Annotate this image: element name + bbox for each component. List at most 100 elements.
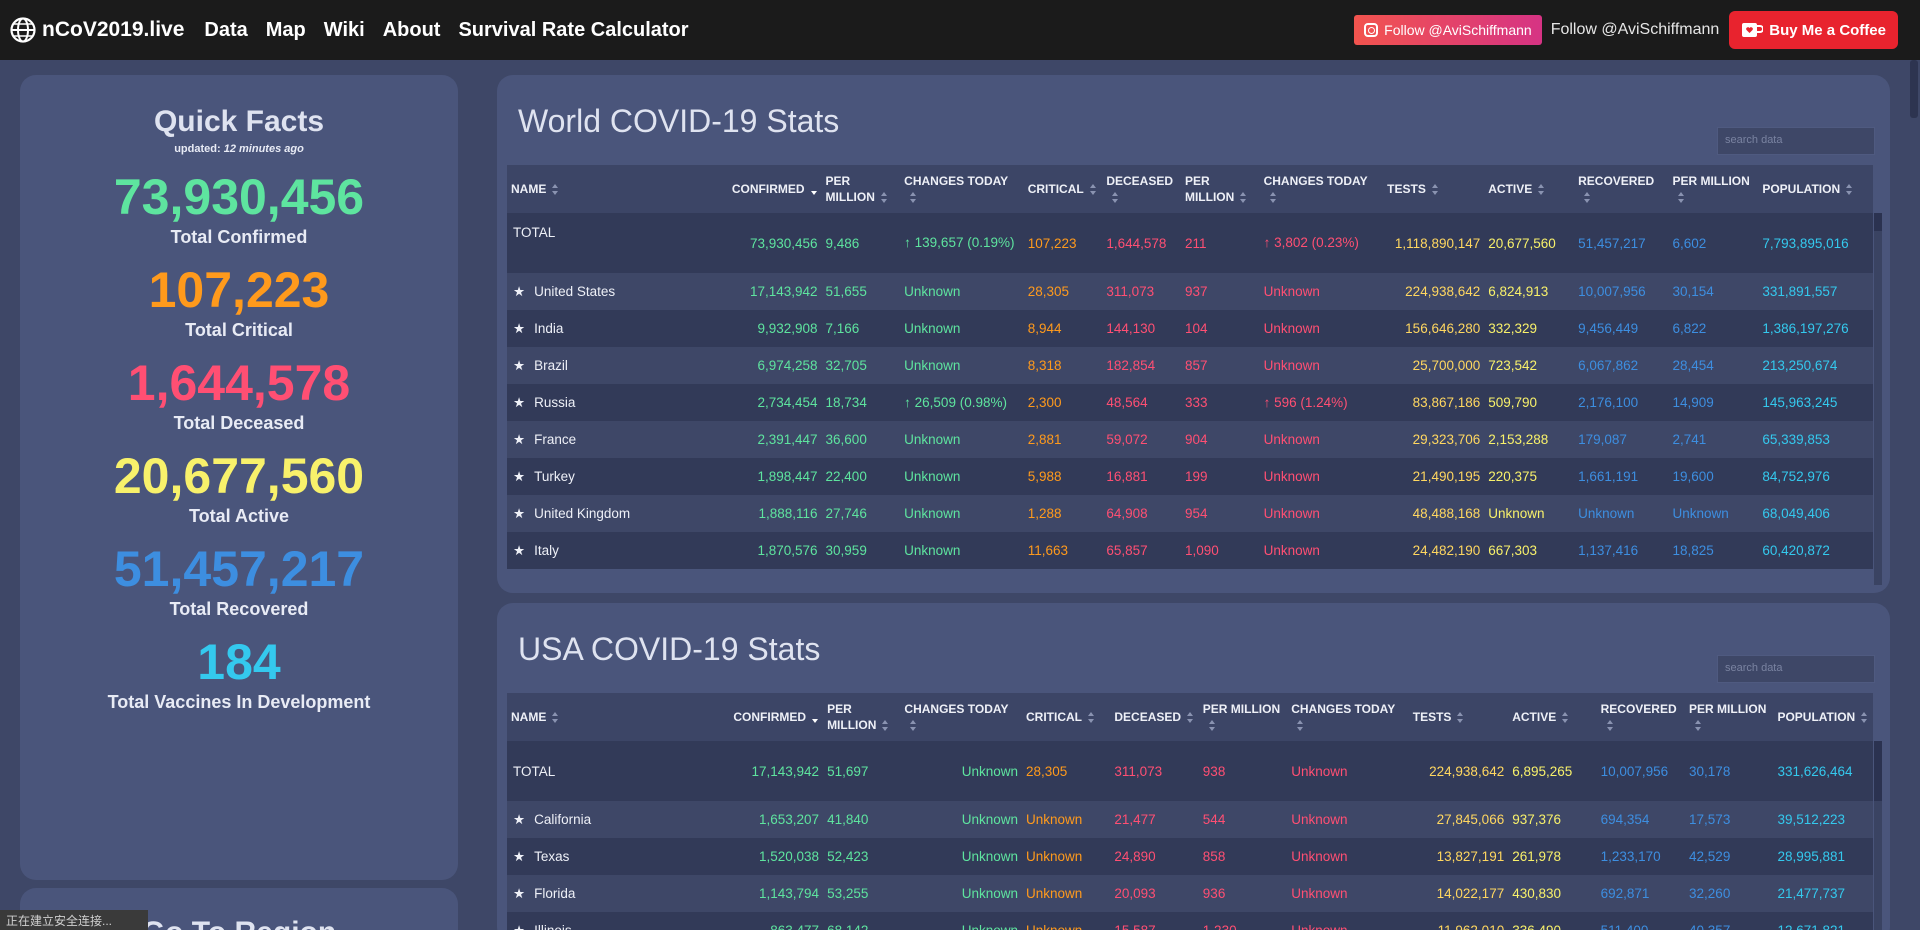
- column-header-death-changes-today[interactable]: CHANGES TODAY: [1287, 693, 1409, 741]
- star-icon[interactable]: ★: [513, 468, 526, 484]
- sort-arrows-icon[interactable]: [1297, 720, 1304, 732]
- table-row[interactable]: ★ Texas 1,520,038 52,423 Unknown Unknown 24,89…: [507, 838, 1873, 875]
- column-header-recovered[interactable]: RECOVERED: [1574, 165, 1669, 213]
- sort-arrows-icon[interactable]: [812, 712, 819, 724]
- column-header-recovered-per-million[interactable]: PER MILLION: [1685, 693, 1774, 741]
- column-header-deceased[interactable]: DECEASED: [1110, 693, 1199, 741]
- star-icon[interactable]: ★: [513, 848, 526, 864]
- column-header-deceased[interactable]: DECEASED: [1102, 165, 1181, 213]
- nav-link-data[interactable]: Data: [204, 18, 248, 41]
- column-header-recovered-per-million[interactable]: PER MILLION: [1668, 165, 1759, 213]
- world-table-container[interactable]: NAME CONFIRMED PER MILLION CHANGES TODAY CRI…: [507, 165, 1873, 585]
- table-row[interactable]: ★ Brazil 6,974,258 32,705 Unknown 8,318 182,85…: [507, 347, 1873, 384]
- sort-arrows-icon[interactable]: [1269, 192, 1277, 204]
- sort-arrows-icon[interactable]: [1187, 712, 1194, 724]
- sort-arrows-icon[interactable]: [910, 720, 917, 732]
- page-scrollbar[interactable]: [1908, 60, 1920, 930]
- usa-table-scrollbar[interactable]: [1874, 741, 1882, 930]
- sort-arrows-icon[interactable]: [1861, 712, 1868, 724]
- star-icon[interactable]: ★: [513, 394, 526, 410]
- nav-link-map[interactable]: Map: [265, 18, 306, 41]
- sort-arrows-icon[interactable]: [552, 712, 559, 724]
- total-row[interactable]: TOTAL 17,143,942 51,697 Unknown 28,305 311,07…: [507, 741, 1873, 801]
- column-header-name[interactable]: NAME: [507, 693, 724, 741]
- column-header-label: RECOVERED: [1578, 174, 1655, 188]
- usa-table-container[interactable]: NAME CONFIRMED PER MILLION CHANGES TODAY CRI…: [507, 693, 1873, 930]
- row-name: TOTAL: [513, 225, 556, 240]
- table-row[interactable]: ★ Italy 1,870,576 30,959 Unknown 11,663 65,857…: [507, 532, 1873, 569]
- instagram-follow-button[interactable]: Follow @AviSchiffmann: [1354, 15, 1542, 45]
- brand[interactable]: nCoV2019.live: [10, 17, 184, 43]
- sort-arrows-icon[interactable]: [1584, 192, 1591, 204]
- star-icon[interactable]: ★: [513, 505, 526, 521]
- table-row[interactable]: ★ California 1,653,207 41,840 Unknown Unknown…: [507, 801, 1873, 838]
- nav-link-about[interactable]: About: [382, 18, 441, 41]
- star-icon[interactable]: ★: [513, 283, 526, 299]
- twitter-follow-link[interactable]: Follow @AviSchiffmann: [1550, 21, 1720, 38]
- column-header-changes-today[interactable]: CHANGES TODAY: [900, 165, 1024, 213]
- sort-arrows-icon[interactable]: [880, 192, 888, 204]
- star-icon[interactable]: ★: [513, 431, 526, 447]
- star-icon[interactable]: ★: [513, 811, 526, 827]
- column-header-critical[interactable]: CRITICAL: [1023, 165, 1103, 213]
- column-header-recovered[interactable]: RECOVERED: [1596, 693, 1686, 741]
- sort-arrows-icon[interactable]: [882, 720, 889, 732]
- column-header-population[interactable]: POPULATION: [1773, 693, 1873, 741]
- column-header-changes-today[interactable]: CHANGES TODAY: [900, 693, 1022, 741]
- column-header-tests[interactable]: TESTS: [1408, 693, 1509, 741]
- column-header-confirmed[interactable]: CONFIRMED: [723, 693, 824, 741]
- sort-arrows-icon[interactable]: [1208, 720, 1216, 732]
- nav-link-survival-rate-calculator[interactable]: Survival Rate Calculator: [458, 18, 689, 41]
- star-icon[interactable]: ★: [513, 922, 526, 930]
- sort-arrows-icon[interactable]: [1112, 192, 1119, 204]
- star-icon[interactable]: ★: [513, 357, 526, 373]
- table-row[interactable]: ★ Russia 2,734,454 18,734 ↑ 26,509 (0.98%) 2,…: [507, 384, 1873, 421]
- column-header-active[interactable]: ACTIVE: [1508, 693, 1597, 741]
- column-header-death-changes-today[interactable]: CHANGES TODAY: [1259, 165, 1384, 213]
- column-header-deaths-per-million[interactable]: PER MILLION: [1198, 693, 1288, 741]
- column-header-name[interactable]: NAME: [507, 165, 721, 213]
- column-header-tests[interactable]: TESTS: [1383, 165, 1485, 213]
- page-scrollbar-thumb[interactable]: [1910, 60, 1918, 118]
- star-icon[interactable]: ★: [513, 885, 526, 901]
- column-header-population[interactable]: POPULATION: [1758, 165, 1873, 213]
- sort-arrows-icon[interactable]: [810, 184, 818, 196]
- column-header-deaths-per-million[interactable]: PER MILLION: [1180, 165, 1260, 213]
- star-icon[interactable]: ★: [513, 320, 526, 336]
- world-search-input[interactable]: search data: [1717, 127, 1875, 155]
- usa-table-scrollbar-thumb[interactable]: [1874, 741, 1882, 801]
- world-table-scrollbar-thumb[interactable]: [1874, 213, 1882, 231]
- table-row[interactable]: ★Illinois863,47768,142UnknownUnknown15,5…: [507, 912, 1873, 930]
- star-icon[interactable]: ★: [513, 542, 526, 558]
- sort-arrows-icon[interactable]: [1606, 720, 1614, 732]
- usa-search-input[interactable]: search data: [1717, 655, 1875, 683]
- sort-arrows-icon[interactable]: [1562, 712, 1569, 724]
- table-row[interactable]: ★ France 2,391,447 36,600 Unknown 2,881 59,072…: [507, 421, 1873, 458]
- world-table-scrollbar[interactable]: [1874, 213, 1882, 585]
- table-row[interactable]: ★ United Kingdom 1,888,116 27,746 Unknown 1,2…: [507, 495, 1873, 532]
- cell-death-changes-today: Unknown: [1287, 741, 1409, 801]
- sort-arrows-icon[interactable]: [1089, 184, 1097, 196]
- sort-arrows-icon[interactable]: [1431, 184, 1439, 196]
- sort-arrows-icon[interactable]: [1695, 720, 1702, 732]
- table-row[interactable]: ★ India 9,932,908 7,166 Unknown 8,944 144,130 1…: [507, 310, 1873, 347]
- table-row[interactable]: ★ United States 17,143,942 51,655 Unknown 28,…: [507, 273, 1873, 310]
- column-header-per-million[interactable]: PER MILLION: [821, 165, 901, 213]
- column-header-confirmed[interactable]: CONFIRMED: [720, 165, 822, 213]
- sort-arrows-icon[interactable]: [1846, 184, 1853, 196]
- table-row[interactable]: ★ Turkey 1,898,447 22,400 Unknown 5,988 16,881…: [507, 458, 1873, 495]
- nav-link-wiki[interactable]: Wiki: [323, 18, 365, 41]
- column-header-critical[interactable]: CRITICAL: [1021, 693, 1111, 741]
- sort-arrows-icon[interactable]: [1538, 184, 1545, 196]
- total-row[interactable]: TOTAL 73,930,456 9,486 ↑ 139,657 (0.19%) 107…: [507, 213, 1873, 273]
- sort-arrows-icon[interactable]: [910, 192, 917, 204]
- sort-arrows-icon[interactable]: [1240, 192, 1247, 204]
- sort-arrows-icon[interactable]: [1087, 712, 1095, 724]
- column-header-per-million[interactable]: PER MILLION: [823, 693, 901, 741]
- sort-arrows-icon[interactable]: [1678, 192, 1685, 204]
- table-row[interactable]: ★ Florida 1,143,794 53,255 Unknown Unknown 20,…: [507, 875, 1873, 912]
- sort-arrows-icon[interactable]: [1457, 712, 1464, 724]
- sort-arrows-icon[interactable]: [552, 184, 559, 196]
- buy-me-coffee-button[interactable]: Buy Me a Coffee: [1729, 11, 1898, 49]
- column-header-active[interactable]: ACTIVE: [1484, 165, 1575, 213]
